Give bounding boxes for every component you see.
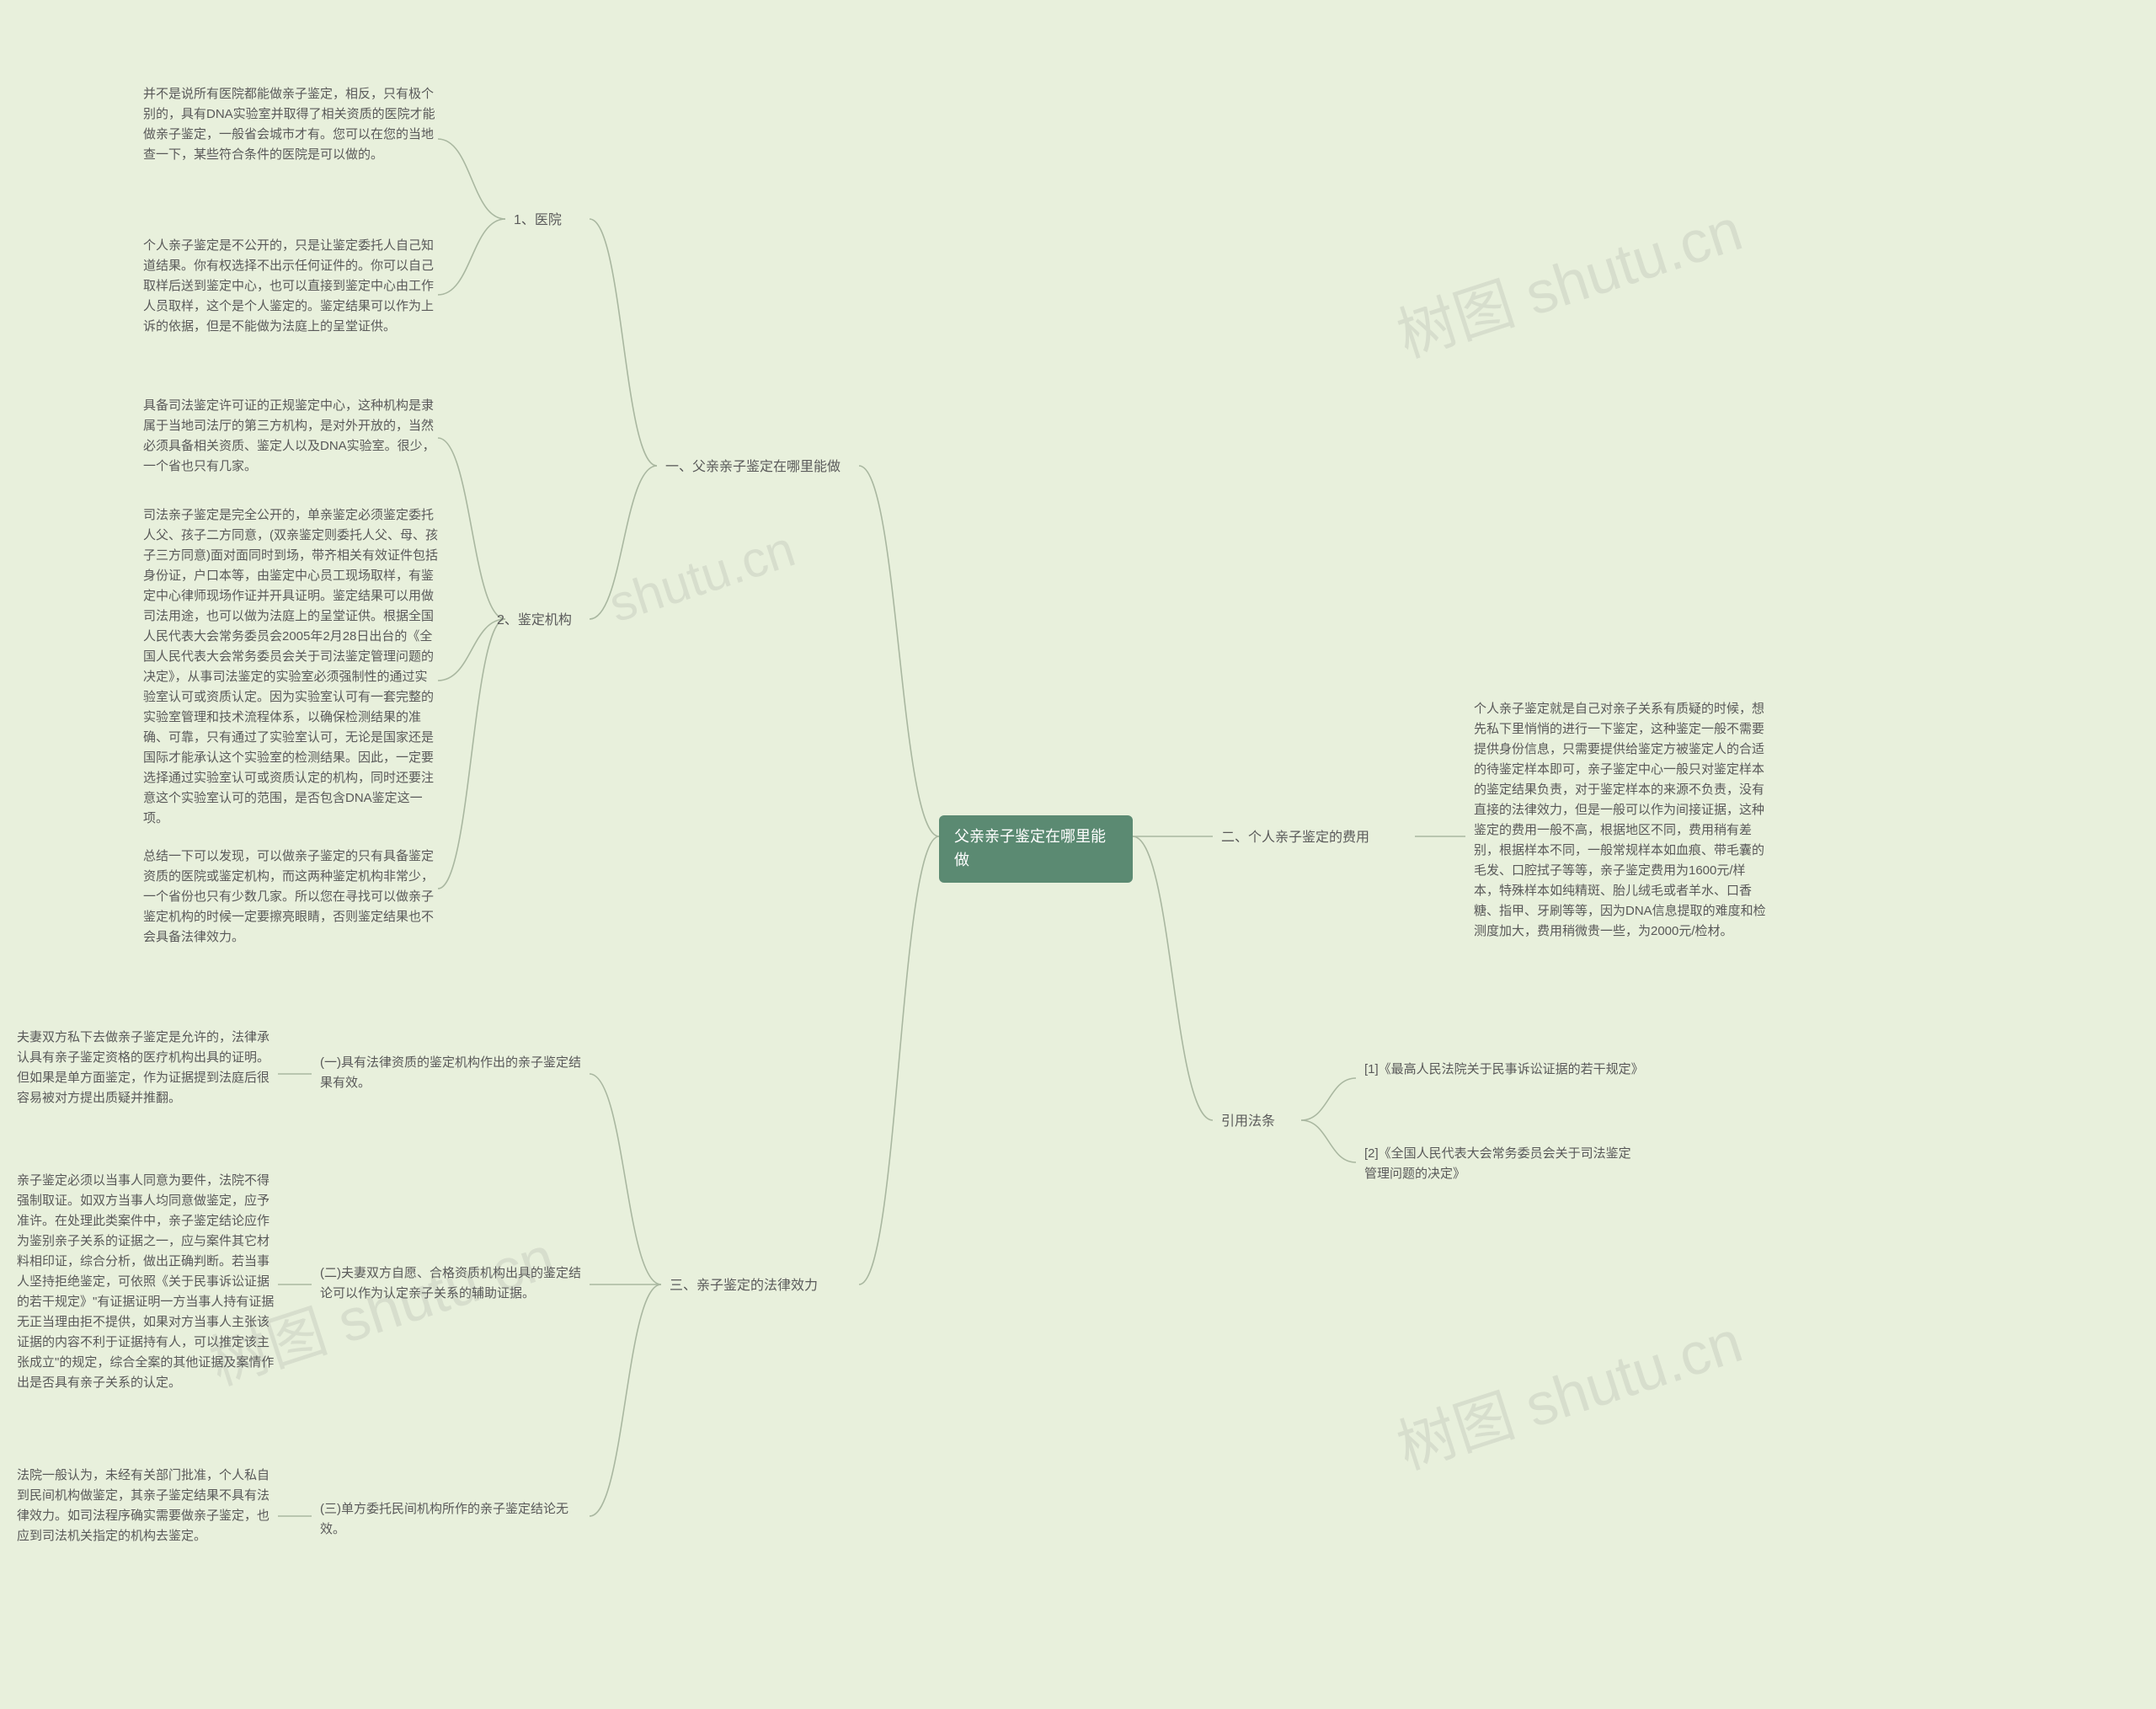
leaf-node: 亲子鉴定必须以当事人同意为要件，法院不得强制取证。如双方当事人均同意做鉴定，应予… (17, 1171, 278, 1393)
edge (438, 438, 505, 619)
node-text: 二、个人亲子鉴定的费用 (1221, 830, 1369, 845)
node-text: 并不是说所有医院都能做亲子鉴定，相反，只有极个别的，具有DNA实验室并取得了相关… (143, 87, 435, 162)
node-text: (一)具有法律资质的鉴定机构作出的亲子鉴定结果有效。 (320, 1055, 581, 1090)
mindmap-stage: 树图 shutu.cn树图 shutu.cn树图 shutu.cnshutu.c… (0, 0, 2156, 1709)
branch-node: 引用法条 (1221, 1112, 1297, 1133)
node-text: [2]《全国人民代表大会常务委员会关于司法鉴定管理问题的决定》 (1364, 1146, 1631, 1181)
node-text: 个人亲子鉴定就是自己对亲子关系有质疑的时候，想先私下里悄悄的进行一下鉴定，这种鉴… (1474, 702, 1766, 938)
leaf-node: 法院一般认为，未经有关部门批准，个人私自到民间机构做鉴定，其亲子鉴定结果不具有法… (17, 1466, 278, 1546)
node-text: 个人亲子鉴定是不公开的，只是让鉴定委托人自己知道结果。你有权选择不出示任何证件的… (143, 238, 434, 334)
node-text: [1]《最高人民法院关于民事诉讼证据的若干规定》 (1364, 1062, 1644, 1076)
node-text: 一、父亲亲子鉴定在哪里能做 (665, 460, 841, 474)
edge (438, 219, 505, 295)
edge (1301, 1078, 1356, 1120)
edge (1133, 836, 1213, 1120)
branch-node: 2、鉴定机构 (497, 611, 590, 632)
node-text: (三)单方委托民间机构所作的亲子鉴定结论无效。 (320, 1502, 568, 1536)
node-text: 司法亲子鉴定是完全公开的，单亲鉴定必须鉴定委托人父、孩子二方同意，(双亲鉴定则委… (143, 508, 438, 825)
branch-node: 1、医院 (514, 211, 590, 232)
edge (590, 1074, 661, 1284)
node-text: 亲子鉴定必须以当事人同意为要件，法院不得强制取证。如双方当事人均同意做鉴定，应予… (17, 1173, 274, 1390)
node-text: 2、鉴定机构 (497, 613, 572, 628)
branch-node: 二、个人亲子鉴定的费用 (1221, 828, 1411, 849)
leaf-node: 司法亲子鉴定是完全公开的，单亲鉴定必须鉴定委托人父、孩子二方同意，(双亲鉴定则委… (143, 505, 438, 829)
edge (590, 1284, 661, 1516)
leaf-node: 具备司法鉴定许可证的正规鉴定中心，这种机构是隶属于当地司法厅的第三方机构，是对外… (143, 396, 438, 477)
node-text: 具备司法鉴定许可证的正规鉴定中心，这种机构是隶属于当地司法厅的第三方机构，是对外… (143, 398, 435, 473)
leaf-node: [2]《全国人民代表大会常务委员会关于司法鉴定管理问题的决定》 (1364, 1144, 1642, 1184)
leaf-node: (二)夫妻双方自愿、合格资质机构出具的鉴定结论可以作为认定亲子关系的辅助证据。 (320, 1263, 590, 1304)
edge (438, 619, 505, 889)
edge (438, 139, 505, 219)
root-label: 父亲亲子鉴定在哪里能做 (954, 828, 1106, 868)
leaf-node: 个人亲子鉴定就是自己对亲子关系有质疑的时候，想先私下里悄悄的进行一下鉴定，这种鉴… (1474, 699, 1769, 942)
branch-node: 三、亲子鉴定的法律效力 (670, 1276, 859, 1297)
leaf-node: [1]《最高人民法院关于民事诉讼证据的若干规定》 (1364, 1060, 1642, 1080)
node-text: (二)夫妻双方自愿、合格资质机构出具的鉴定结论可以作为认定亲子关系的辅助证据。 (320, 1266, 581, 1300)
leaf-node: 个人亲子鉴定是不公开的，只是让鉴定委托人自己知道结果。你有权选择不出示任何证件的… (143, 236, 438, 337)
node-text: 引用法条 (1221, 1114, 1275, 1129)
edge (859, 836, 939, 1284)
edge (590, 219, 657, 466)
leaf-node: (三)单方委托民间机构所作的亲子鉴定结论无效。 (320, 1499, 590, 1540)
branch-node: 一、父亲亲子鉴定在哪里能做 (665, 457, 863, 478)
root-node: 父亲亲子鉴定在哪里能做 (939, 815, 1133, 883)
leaf-node: 总结一下可以发现，可以做亲子鉴定的只有具备鉴定资质的医院或鉴定机构，而这两种鉴定… (143, 846, 438, 948)
edge (590, 466, 657, 619)
edge (1301, 1120, 1356, 1162)
node-text: 1、医院 (514, 213, 562, 227)
leaf-node: 并不是说所有医院都能做亲子鉴定，相反，只有极个别的，具有DNA实验室并取得了相关… (143, 84, 438, 165)
node-text: 法院一般认为，未经有关部门批准，个人私自到民间机构做鉴定，其亲子鉴定结果不具有法… (17, 1468, 270, 1543)
leaf-node: (一)具有法律资质的鉴定机构作出的亲子鉴定结果有效。 (320, 1053, 590, 1093)
leaf-node: 夫妻双方私下去做亲子鉴定是允许的，法律承认具有亲子鉴定资格的医疗机构出具的证明。… (17, 1028, 278, 1108)
edge (859, 466, 939, 836)
node-text: 夫妻双方私下去做亲子鉴定是允许的，法律承认具有亲子鉴定资格的医疗机构出具的证明。… (17, 1030, 270, 1105)
node-text: 总结一下可以发现，可以做亲子鉴定的只有具备鉴定资质的医院或鉴定机构，而这两种鉴定… (143, 849, 434, 944)
node-text: 三、亲子鉴定的法律效力 (670, 1279, 818, 1293)
